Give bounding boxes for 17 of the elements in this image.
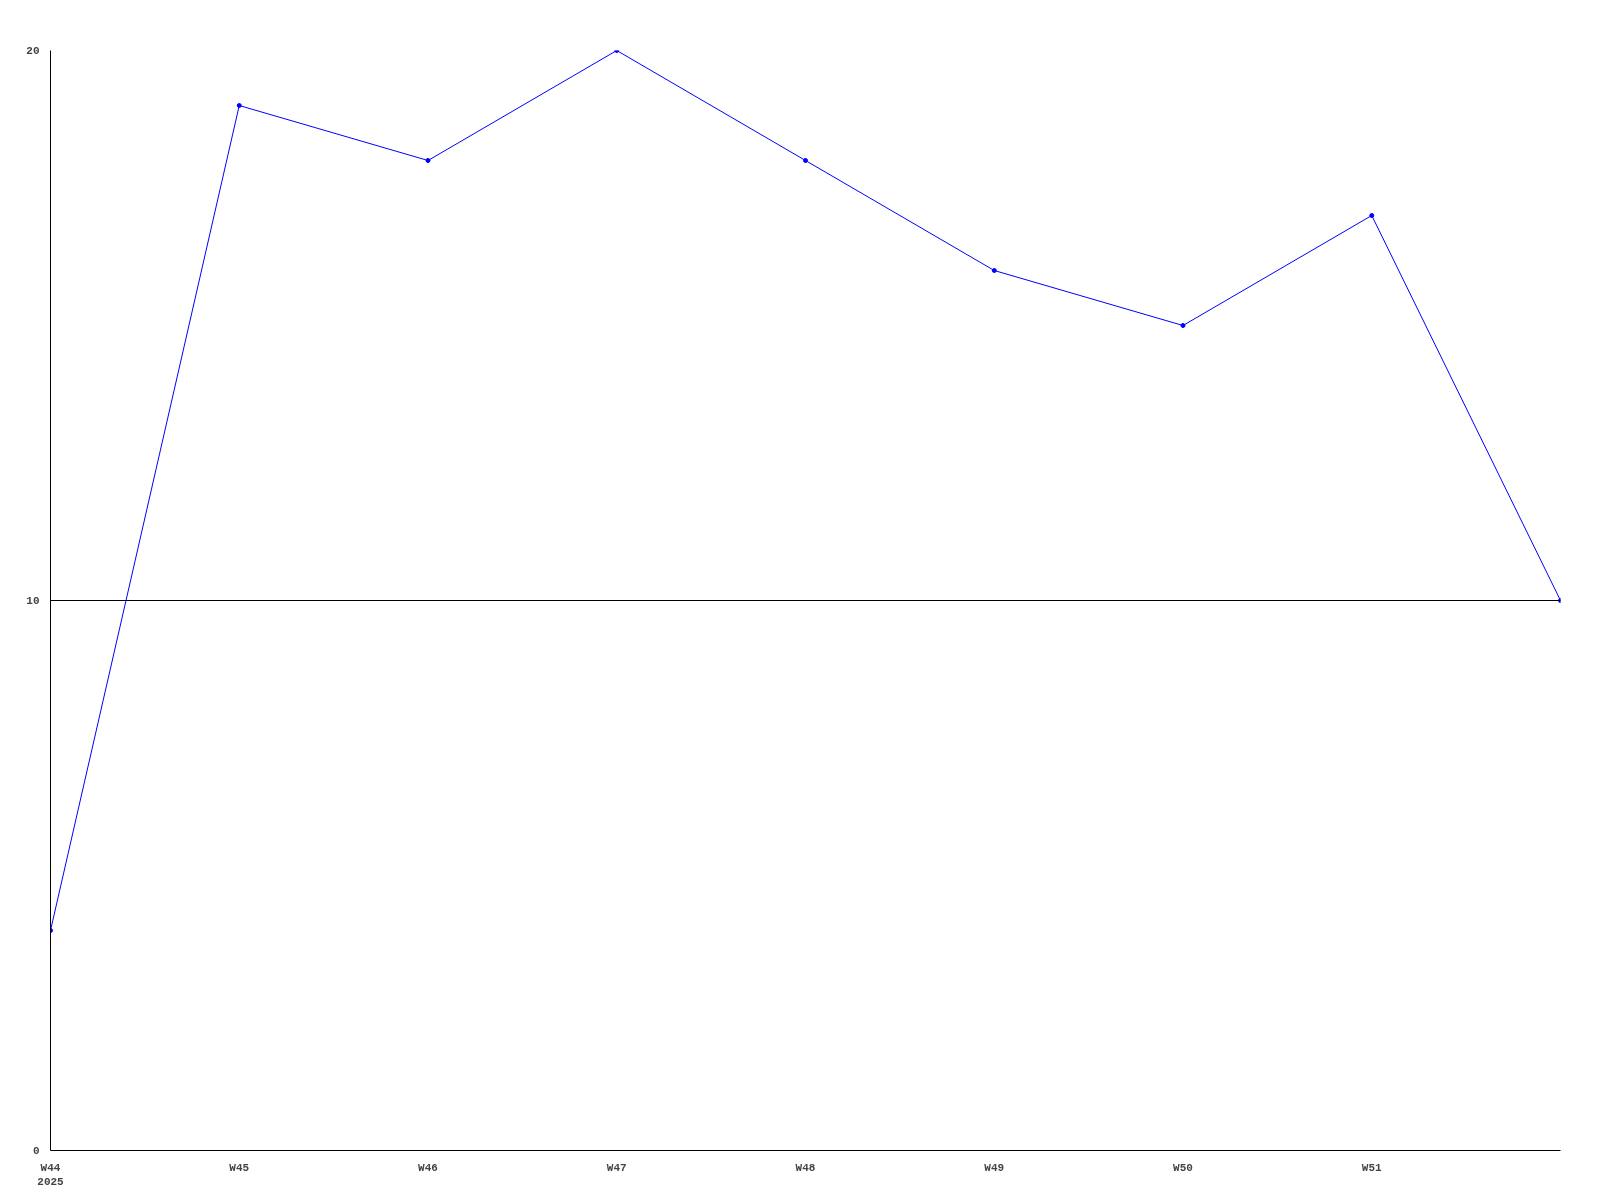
x-tick-label: W51	[1361, 1161, 1383, 1174]
point	[991, 268, 997, 273]
x-tick-label: W45	[229, 1161, 250, 1174]
x-tick-label: W46	[418, 1161, 438, 1174]
point	[1369, 213, 1375, 218]
x-tick-label: W44 2025	[37, 1161, 65, 1188]
point	[1180, 323, 1186, 328]
y-tick-label: 10	[26, 595, 40, 607]
x-tick-label: W47	[606, 1161, 627, 1174]
y-tick-label: 20	[26, 45, 40, 57]
point	[803, 158, 808, 163]
y-tick-label: 0	[32, 1145, 40, 1157]
point	[236, 103, 242, 108]
point	[425, 158, 431, 163]
x-tick-label: W49	[984, 1161, 1005, 1174]
x-tick-label: W50	[1173, 1161, 1193, 1174]
x-tick-label: W48	[795, 1161, 816, 1174]
